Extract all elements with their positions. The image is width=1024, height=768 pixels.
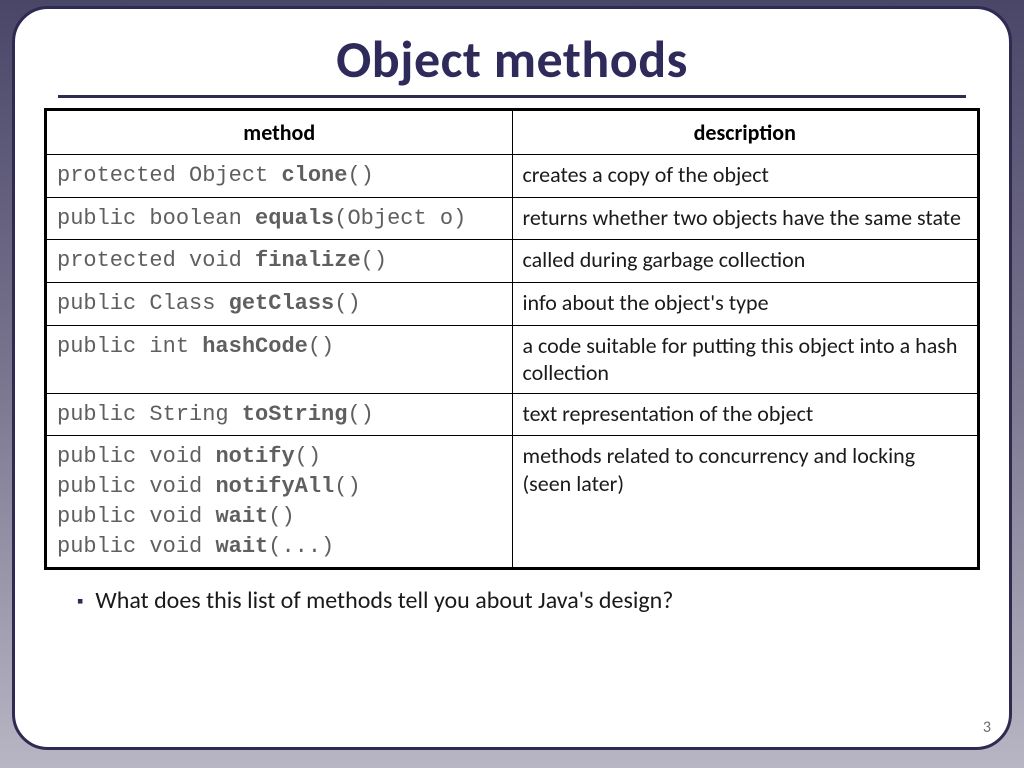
method-description: a code suitable for putting this object …	[523, 332, 968, 387]
method-signature: public int hashCode()	[57, 332, 502, 362]
method-signature: protected void finalize()	[57, 246, 502, 276]
col-header-method: method	[46, 110, 513, 155]
slide-frame: Object methods method description protec…	[12, 6, 1012, 750]
table-row: protected Object clone() creates a copy …	[46, 155, 979, 198]
method-description: info about the object's type	[523, 289, 968, 317]
table-row: public boolean equals(Object o) returns …	[46, 197, 979, 240]
method-description: text representation of the object	[523, 400, 968, 428]
bullet-marker-icon: ▪	[77, 590, 83, 612]
bullet-text: What does this list of methods tell you …	[95, 586, 673, 615]
table-row: protected void finalize() called during …	[46, 240, 979, 283]
method-signature: public Class getClass()	[57, 289, 502, 319]
table-row: public String toString() text representa…	[46, 393, 979, 436]
methods-table: method description protected Object clon…	[44, 108, 980, 570]
bullet-item: ▪ What does this list of methods tell yo…	[77, 586, 981, 615]
method-signature: public boolean equals(Object o)	[57, 204, 502, 234]
slide-title: Object methods	[43, 27, 981, 91]
col-header-description: description	[512, 110, 979, 155]
method-description: called during garbage collection	[523, 246, 968, 274]
method-description: methods related to concurrency and locki…	[523, 442, 968, 497]
method-signature: protected Object clone()	[57, 161, 502, 191]
method-description: creates a copy of the object	[523, 161, 968, 189]
method-signature: public void notify() public void notifyA…	[57, 442, 502, 561]
page-number: 3	[983, 718, 991, 737]
table-row: public Class getClass() info about the o…	[46, 283, 979, 326]
table-header-row: method description	[46, 110, 979, 155]
table-row: public int hashCode() a code suitable fo…	[46, 325, 979, 393]
title-underline	[58, 95, 966, 98]
method-description: returns whether two objects have the sam…	[523, 204, 968, 232]
table-row: public void notify() public void notifyA…	[46, 436, 979, 569]
method-signature: public String toString()	[57, 400, 502, 430]
